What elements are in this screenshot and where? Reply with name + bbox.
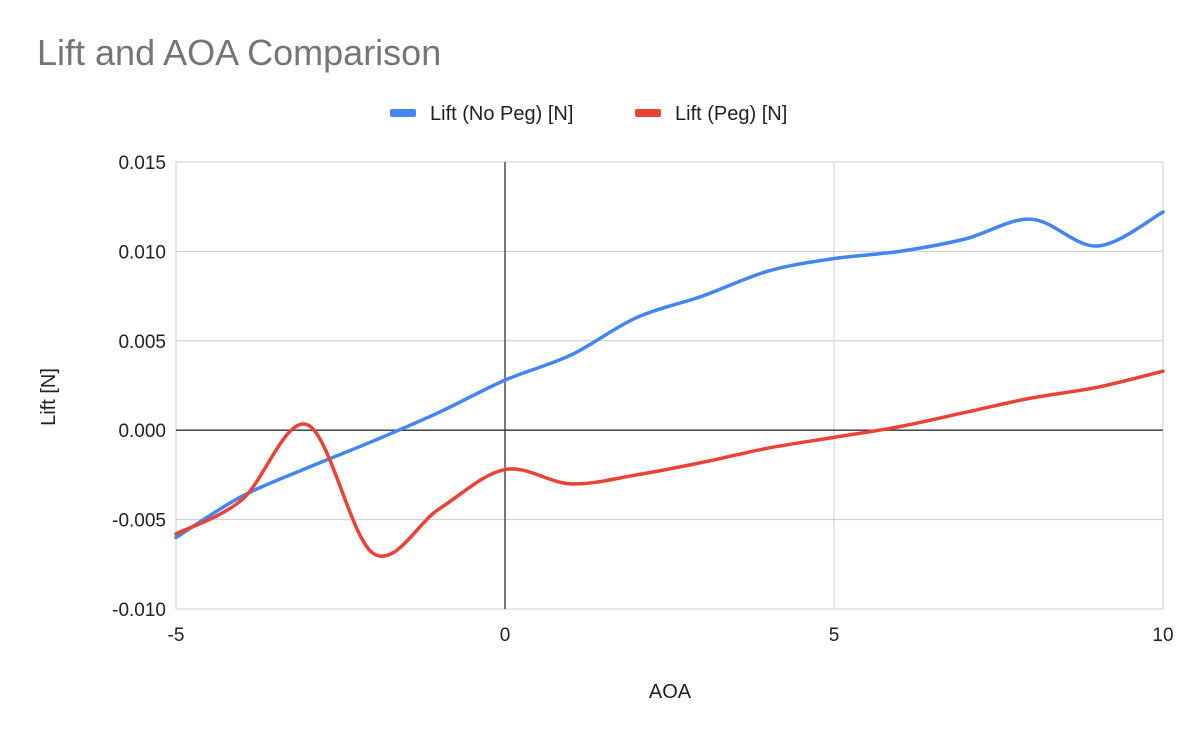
- tick-labels: -0.010 -0.005 0.000 0.005 0.010 0.015 -5 0 5 10: [112, 153, 1173, 646]
- legend-swatch-2: [635, 109, 661, 117]
- series-line-1: [174, 210, 1165, 540]
- chart-title: Lift and AOA Comparison: [37, 32, 442, 73]
- legend-label-1: Lift (No Peg) [N]: [430, 103, 573, 125]
- axes: [176, 162, 1163, 609]
- legend-swatch-1: [390, 109, 416, 117]
- y-tick-label: -0.005: [112, 511, 166, 532]
- x-tick-label: 0: [500, 625, 511, 646]
- series-lines: [174, 210, 1165, 558]
- y-tick-label: 0.000: [118, 421, 166, 442]
- y-tick-label: 0.005: [118, 332, 166, 353]
- y-axis-title: Lift [N]: [38, 368, 60, 426]
- x-tick-label: 10: [1152, 625, 1173, 646]
- y-tick-label: -0.010: [112, 600, 166, 621]
- y-tick-label: 0.015: [118, 153, 166, 174]
- gridlines: [175, 161, 1164, 610]
- y-tick-label: 0.010: [118, 242, 166, 263]
- x-axis-title: AOA: [649, 681, 692, 703]
- x-tick-label: 5: [829, 625, 840, 646]
- legend: Lift (No Peg) [N] Lift (Peg) [N]: [390, 103, 787, 125]
- series-line-2: [174, 369, 1165, 558]
- x-tick-label: -5: [168, 625, 185, 646]
- legend-label-2: Lift (Peg) [N]: [675, 103, 787, 125]
